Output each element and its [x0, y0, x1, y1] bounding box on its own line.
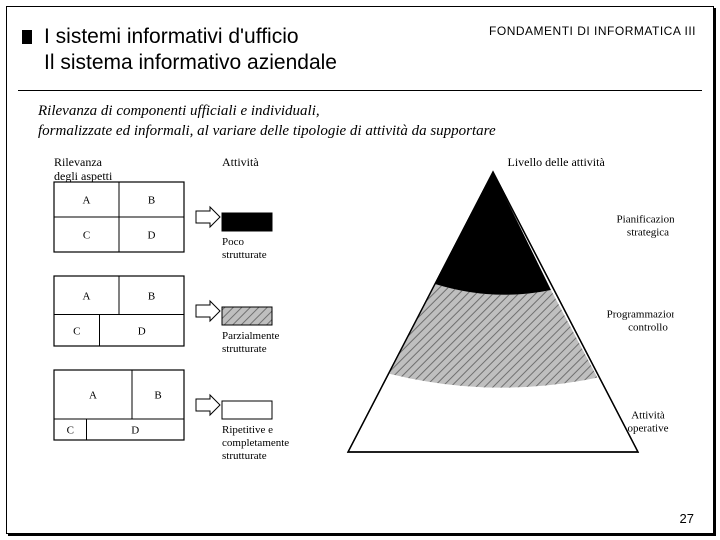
- title-line-1: I sistemi informativi d'ufficio: [44, 25, 299, 48]
- svg-text:completamente: completamente: [222, 437, 289, 449]
- divider: [18, 90, 702, 91]
- svg-text:controllo: controllo: [628, 322, 668, 334]
- svg-text:strutturate: strutturate: [222, 343, 267, 355]
- title-line-2: Il sistema informativo aziendale: [44, 51, 337, 74]
- svg-text:A: A: [83, 290, 91, 302]
- caption-line-2: formalizzate ed informali, al variare de…: [38, 123, 496, 139]
- title-bullet: [22, 30, 32, 44]
- svg-text:A: A: [83, 195, 91, 207]
- svg-text:operative: operative: [628, 422, 669, 434]
- svg-text:A: A: [89, 390, 97, 402]
- svg-text:Attività: Attività: [631, 409, 665, 421]
- svg-text:Ripetitive e: Ripetitive e: [222, 424, 273, 436]
- svg-text:B: B: [154, 390, 161, 402]
- svg-text:Parzialmente: Parzialmente: [222, 330, 280, 342]
- svg-text:strutturate: strutturate: [222, 450, 267, 462]
- svg-text:B: B: [148, 290, 155, 302]
- svg-text:Livello delle attività: Livello delle attività: [508, 155, 606, 169]
- svg-text:C: C: [67, 425, 74, 437]
- figure: Rilevanzadegli aspetti Attività Livello de…: [38, 154, 674, 480]
- svg-text:D: D: [138, 325, 146, 337]
- svg-text:Attività: Attività: [222, 155, 259, 169]
- svg-text:Poco: Poco: [222, 236, 245, 248]
- page-number: 27: [680, 511, 694, 526]
- course-label: FONDAMENTI DI INFORMATICA III: [489, 24, 696, 38]
- svg-text:C: C: [73, 325, 80, 337]
- svg-text:Rilevanza: Rilevanza: [54, 155, 103, 169]
- svg-text:B: B: [148, 195, 155, 207]
- svg-text:strategica: strategica: [627, 226, 669, 238]
- svg-text:degli aspetti: degli aspetti: [54, 169, 113, 183]
- svg-text:Pianificazione: Pianificazione: [617, 213, 674, 225]
- caption-line-1: Rilevanza di componenti ufficiali e indi…: [38, 103, 320, 119]
- svg-text:C: C: [83, 230, 90, 242]
- svg-text:strutturate: strutturate: [222, 249, 267, 261]
- svg-text:D: D: [148, 230, 156, 242]
- svg-text:Programmazione e: Programmazione e: [607, 309, 674, 321]
- svg-text:D: D: [131, 425, 139, 437]
- caption: Rilevanza di componenti ufficiali e indi…: [38, 102, 690, 141]
